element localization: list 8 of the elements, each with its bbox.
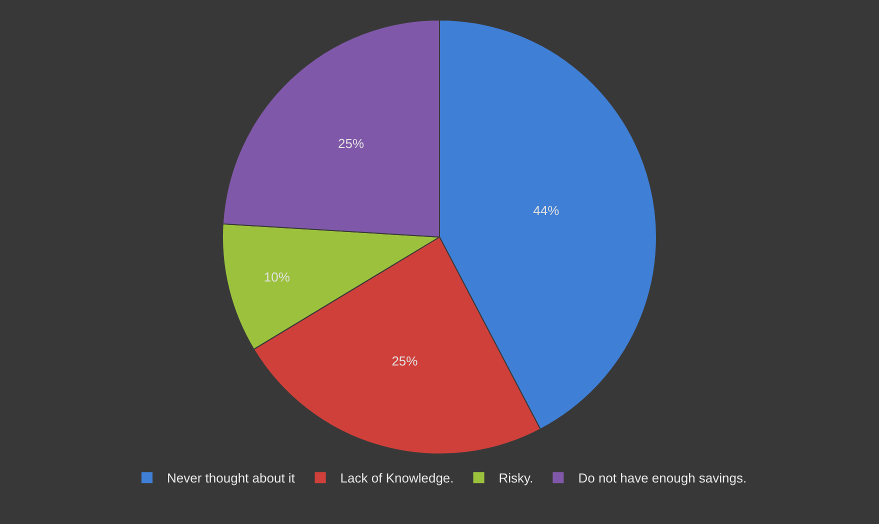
legend-label: Never thought about it: [167, 470, 296, 486]
data-label: 44%: [533, 203, 560, 218]
legend-label: Do not have enough savings.: [578, 470, 747, 486]
legend-label: Risky.: [498, 470, 534, 486]
data-label: 10%: [264, 270, 290, 285]
legend-label: Lack of Knowledge.: [340, 470, 454, 486]
data-label: 25%: [392, 354, 418, 369]
data-label: 25%: [338, 136, 364, 151]
